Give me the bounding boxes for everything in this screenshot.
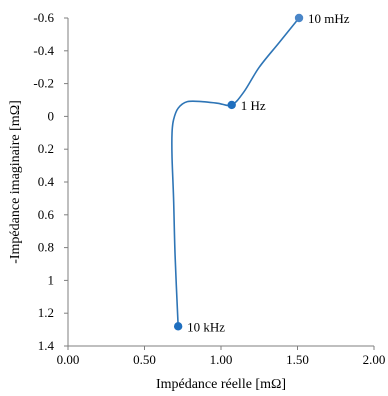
frequency-annotation: 10 kHz <box>187 319 225 334</box>
y-tick-label: -0.4 <box>33 43 54 58</box>
y-tick-label: 1.2 <box>38 305 54 320</box>
y-tick-label: -0.2 <box>33 76 54 91</box>
y-tick-label: 0 <box>48 108 55 123</box>
data-point-marker <box>174 322 182 330</box>
y-tick-label: 0.6 <box>38 207 55 222</box>
data-point-marker <box>295 14 303 22</box>
markers-group: 10 kHz 1 Hz 10 mHz <box>174 11 350 334</box>
y-axis-title: -Impédance imaginaire [mΩ] <box>8 100 23 264</box>
x-tick-label: 0.00 <box>57 352 80 367</box>
y-tick-label: 1.4 <box>38 338 55 353</box>
y-tick-label: -0.6 <box>33 10 54 25</box>
x-tick-label: 1.00 <box>210 352 233 367</box>
x-tick-label: 2.00 <box>363 352 386 367</box>
y-axis-ticks: -0.6 -0.4 -0.2 0 0.2 0.4 0.6 0.8 1 1.2 1.4 <box>33 10 68 353</box>
series-group <box>172 18 299 326</box>
y-tick-label: 1 <box>48 272 55 287</box>
y-tick-label: 0.8 <box>38 240 54 255</box>
x-axis-ticks: 0.00 0.50 1.00 1.50 2.00 <box>57 346 386 367</box>
x-tick-label: 0.50 <box>133 352 156 367</box>
x-axis-title: Impédance réelle [mΩ] <box>156 377 286 392</box>
data-point-marker <box>228 101 236 109</box>
y-tick-label: 0.4 <box>38 174 55 189</box>
frequency-annotation: 1 Hz <box>241 98 266 113</box>
series-line <box>172 18 299 326</box>
y-tick-label: 0.2 <box>38 141 54 156</box>
frequency-annotation: 10 mHz <box>308 11 350 26</box>
x-tick-label: 1.50 <box>286 352 309 367</box>
